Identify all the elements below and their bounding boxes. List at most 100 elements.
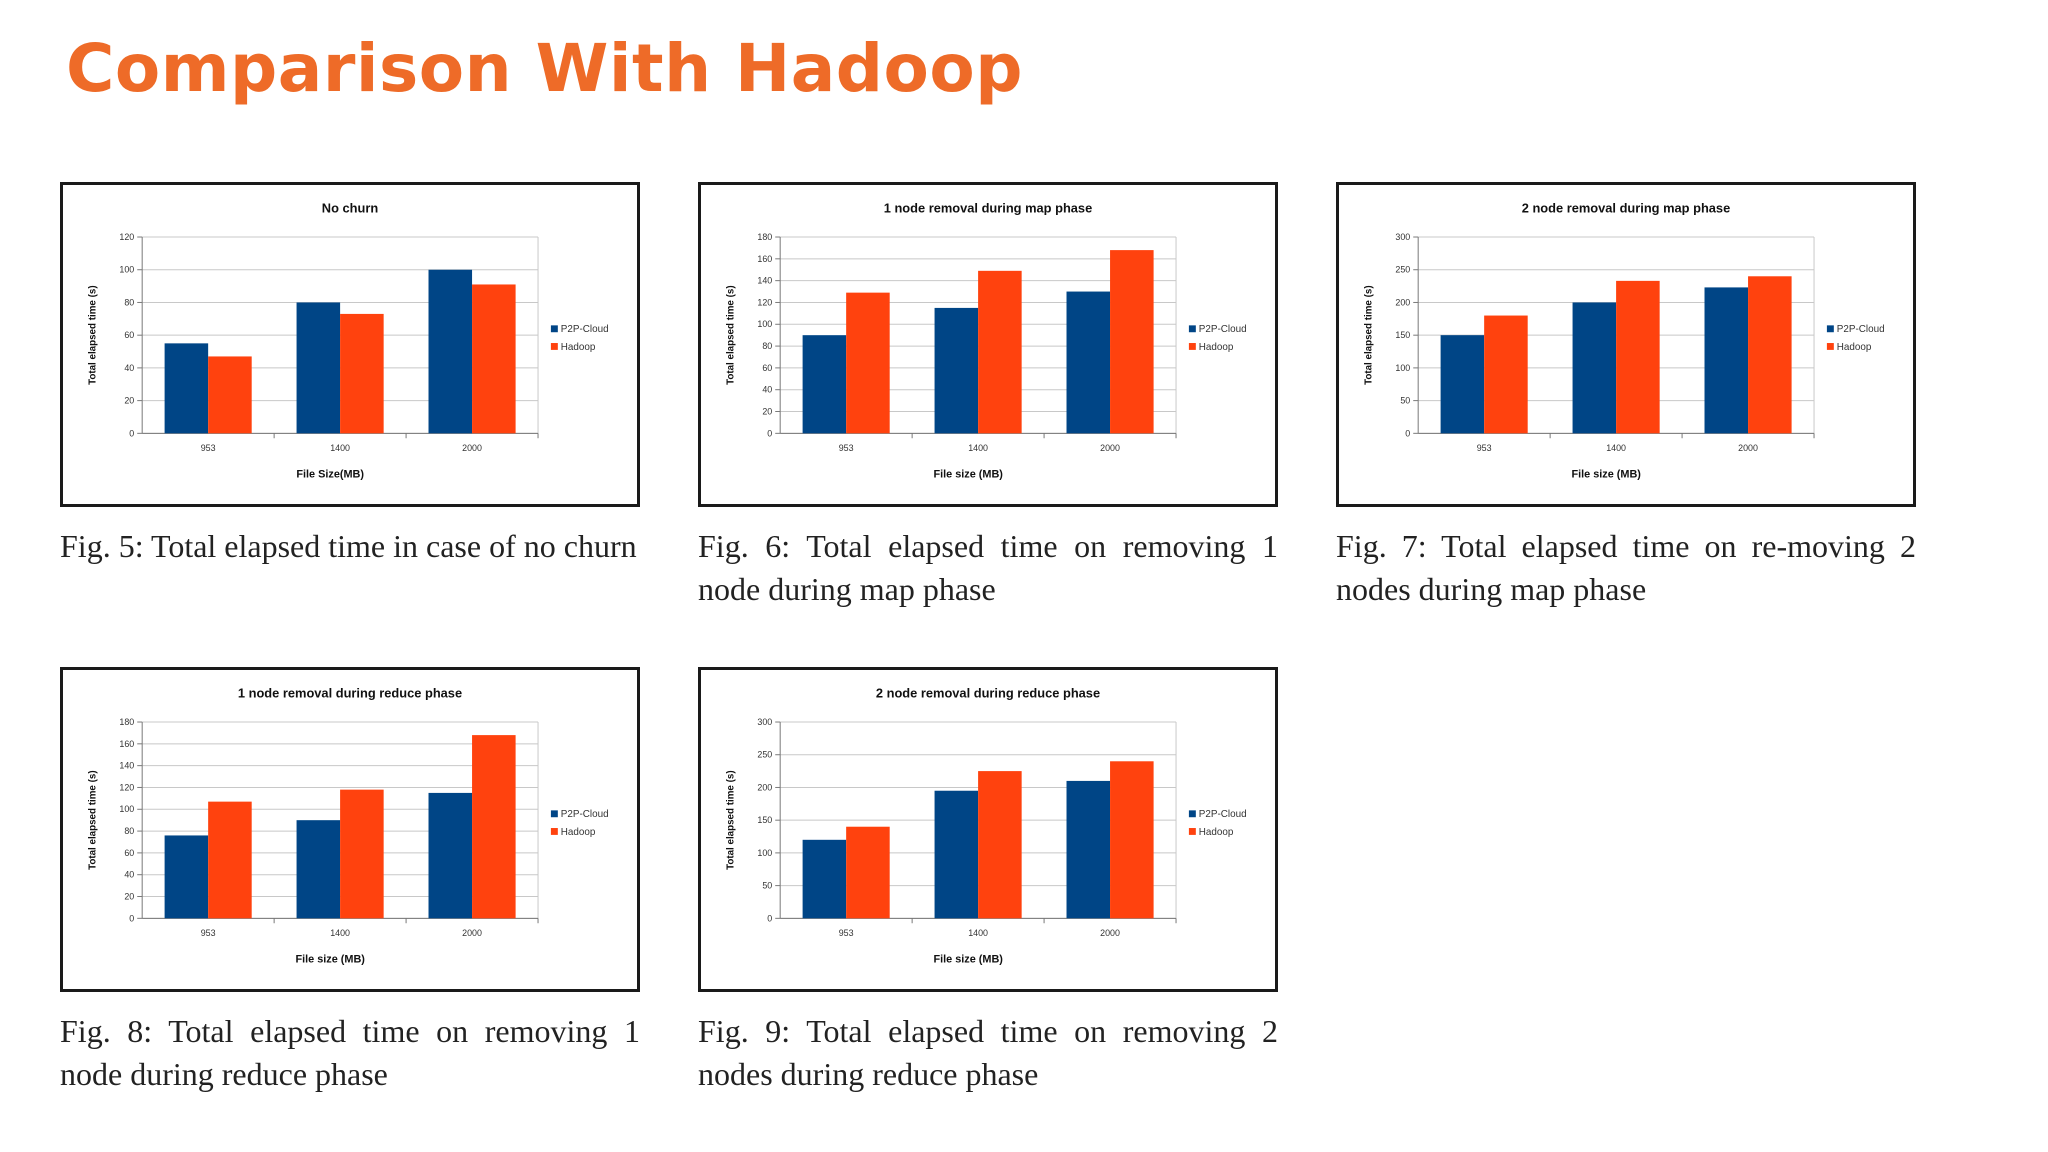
legend-swatch — [1188, 810, 1196, 818]
x-axis-label: File size (MB) — [933, 954, 1003, 966]
legend-swatch — [1188, 325, 1196, 333]
legend-swatch — [550, 828, 558, 835]
y-tick-label: 20 — [124, 396, 134, 406]
legend-swatch — [550, 343, 558, 350]
x-axis-label: File Size(MB) — [296, 469, 364, 481]
y-tick-label: 60 — [124, 330, 134, 340]
y-tick-label: 0 — [1405, 428, 1410, 438]
y-axis-label: Total elapsed time (s) — [88, 770, 99, 870]
y-axis-label: Total elapsed time (s) — [726, 285, 737, 385]
y-tick-label: 140 — [119, 761, 134, 771]
x-axis-label: File size (MB) — [295, 954, 365, 966]
y-tick-label: 200 — [757, 782, 772, 792]
legend-label: P2P-Cloud — [1199, 324, 1247, 335]
bar-hadoop — [1484, 315, 1528, 434]
y-tick-label: 50 — [1400, 396, 1410, 406]
x-tick-label: 1400 — [330, 443, 350, 453]
bar-hadoop — [1110, 250, 1154, 434]
y-tick-label: 0 — [129, 913, 134, 923]
y-tick-label: 20 — [762, 406, 772, 416]
y-tick-label: 300 — [1395, 232, 1410, 242]
bar-p2p-cloud — [802, 335, 847, 434]
y-tick-label: 80 — [762, 341, 772, 351]
x-tick-label: 2000 — [1100, 928, 1120, 938]
bar-hadoop — [208, 356, 252, 434]
y-tick-label: 60 — [762, 363, 772, 373]
chart-1-node-map: 0 20 40 60 80 100 120 140 160 180 953 1400 2000 1 nod… — [726, 201, 1247, 481]
bar-p2p-cloud — [934, 307, 979, 434]
bar-hadoop — [846, 826, 890, 919]
y-tick-label: 160 — [757, 254, 772, 264]
figure-caption: Fig. 6: Total elapsed time on removing 1… — [698, 528, 1278, 607]
y-tick-label: 100 — [757, 319, 772, 329]
y-axis-label: Total elapsed time (s) — [1364, 285, 1375, 385]
bar-p2p-cloud — [1066, 780, 1111, 919]
x-axis-label: File size (MB) — [1571, 469, 1641, 481]
legend-label: Hadoop — [1199, 827, 1234, 838]
figure-7: 0 50 100 150 200 250 300 953 1400 2000 2 node remo… — [1336, 182, 1936, 611]
bar-hadoop — [1748, 276, 1792, 434]
y-tick-label: 60 — [124, 848, 134, 858]
y-tick-label: 120 — [757, 297, 772, 307]
bar-hadoop — [846, 292, 890, 434]
legend-label: Hadoop — [561, 827, 596, 838]
figure-caption: Fig. 8: Total elapsed time on removing 1… — [60, 1013, 640, 1092]
y-tick-label: 120 — [119, 232, 134, 242]
bar-hadoop — [340, 313, 384, 434]
y-tick-label: 200 — [1395, 297, 1410, 307]
chart-no-churn: 0 20 40 60 80 100 120 953 1400 2000 No churn File S… — [88, 201, 609, 481]
y-tick-label: 100 — [119, 265, 134, 275]
x-tick-label: 953 — [201, 443, 216, 453]
bar-p2p-cloud — [1704, 287, 1749, 434]
bar-p2p-cloud — [1440, 335, 1485, 434]
slide-title: Comparison With Hadoop — [66, 30, 1023, 107]
chart-1-node-reduce: 0 20 40 60 80 100 120 140 160 180 953 1400 2000 1 nod… — [88, 686, 609, 966]
x-tick-label: 2000 — [462, 928, 482, 938]
figure-9: 0 50 100 150 200 250 300 953 1400 2000 2 node remo… — [698, 667, 1298, 1096]
bar-hadoop — [208, 801, 252, 919]
bar-p2p-cloud — [164, 343, 209, 434]
x-tick-label: 953 — [201, 928, 216, 938]
bar-hadoop — [978, 771, 1022, 919]
bar-hadoop — [472, 735, 516, 919]
chart-title: 1 node removal during reduce phase — [238, 686, 462, 701]
x-tick-label: 1400 — [968, 928, 988, 938]
bar-p2p-cloud — [934, 790, 979, 919]
bar-p2p-cloud — [164, 835, 209, 919]
figure-5: 0 20 40 60 80 100 120 953 1400 2000 No churn File S… — [60, 182, 660, 568]
bar-hadoop — [1616, 280, 1660, 434]
legend-swatch — [1826, 343, 1834, 350]
legend-label: P2P-Cloud — [561, 324, 609, 335]
y-tick-label: 100 — [1395, 363, 1410, 373]
y-tick-label: 160 — [119, 739, 134, 749]
x-tick-label: 1400 — [330, 928, 350, 938]
bar-p2p-cloud — [1066, 291, 1111, 434]
y-tick-label: 180 — [119, 717, 134, 727]
legend-swatch — [550, 810, 558, 818]
chart-2-node-map: 0 50 100 150 200 250 300 953 1400 2000 2 node remo… — [1364, 201, 1885, 481]
chart-frame: 0 50 100 150 200 250 300 953 1400 2000 2 node remo… — [698, 667, 1278, 992]
figure-8: 0 20 40 60 80 100 120 140 160 180 953 1400 2000 1 nod… — [60, 667, 660, 1096]
chart-frame: 0 20 40 60 80 100 120 953 1400 2000 No churn File S… — [60, 182, 640, 507]
x-tick-label: 953 — [839, 928, 854, 938]
x-tick-label: 1400 — [968, 443, 988, 453]
y-tick-label: 0 — [767, 913, 772, 923]
x-axis-label: File size (MB) — [933, 469, 1003, 481]
legend-swatch — [550, 325, 558, 333]
legend-label: P2P-Cloud — [561, 809, 609, 820]
y-axis-label: Total elapsed time (s) — [88, 285, 99, 385]
legend-label: Hadoop — [1837, 342, 1872, 353]
figure-6: 0 20 40 60 80 100 120 140 160 180 953 1400 2000 1 nod… — [698, 182, 1298, 611]
y-tick-label: 40 — [762, 385, 772, 395]
chart-title: 1 node removal during map phase — [884, 201, 1093, 216]
y-tick-label: 250 — [1395, 265, 1410, 275]
chart-frame: 0 20 40 60 80 100 120 140 160 180 953 1400 2000 1 nod… — [60, 667, 640, 992]
y-tick-label: 20 — [124, 891, 134, 901]
y-tick-label: 0 — [767, 428, 772, 438]
chart-frame: 0 50 100 150 200 250 300 953 1400 2000 2 node remo… — [1336, 182, 1916, 507]
x-tick-label: 953 — [839, 443, 854, 453]
legend-label: Hadoop — [1199, 342, 1234, 353]
legend-swatch — [1188, 343, 1196, 350]
y-tick-label: 150 — [757, 815, 772, 825]
y-tick-label: 120 — [119, 782, 134, 792]
